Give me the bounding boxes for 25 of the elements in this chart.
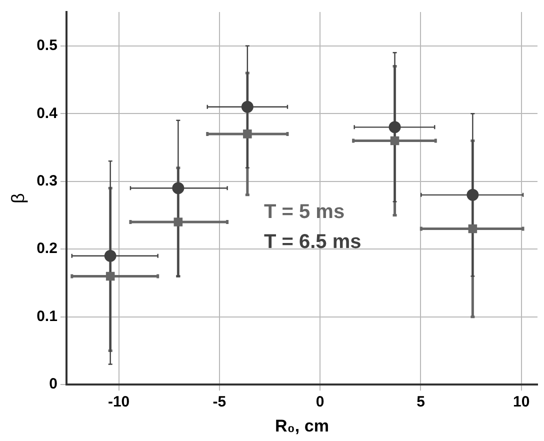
y-tick-label: 0.3	[36, 172, 58, 190]
point	[390, 136, 400, 146]
y-tick-label: 0.1	[36, 308, 58, 325]
point	[388, 121, 401, 134]
x-tick-label: -5	[212, 394, 226, 411]
point	[172, 182, 184, 194]
point	[243, 130, 252, 138]
y-tick-label: 0	[49, 376, 58, 393]
x-tick-label: -10	[108, 394, 130, 411]
point	[104, 250, 116, 262]
x-tick-label: 10	[513, 394, 530, 411]
y-axis-title: β	[8, 193, 28, 204]
text: T = 6.5 ms	[264, 230, 362, 253]
x-tick-label: 5	[416, 394, 425, 411]
point	[174, 218, 183, 226]
point	[466, 188, 479, 201]
x-axis-title: R₀, cm	[274, 416, 329, 436]
y-tick-label: 0.2	[36, 240, 58, 258]
y-tick-label: 0.5	[36, 37, 58, 54]
x-tick-label: 0	[316, 394, 324, 411]
point	[106, 272, 115, 281]
point	[241, 100, 254, 113]
point	[468, 224, 478, 234]
y-tick-label: 0.4	[36, 104, 58, 122]
text: T = 5 ms	[264, 200, 345, 223]
